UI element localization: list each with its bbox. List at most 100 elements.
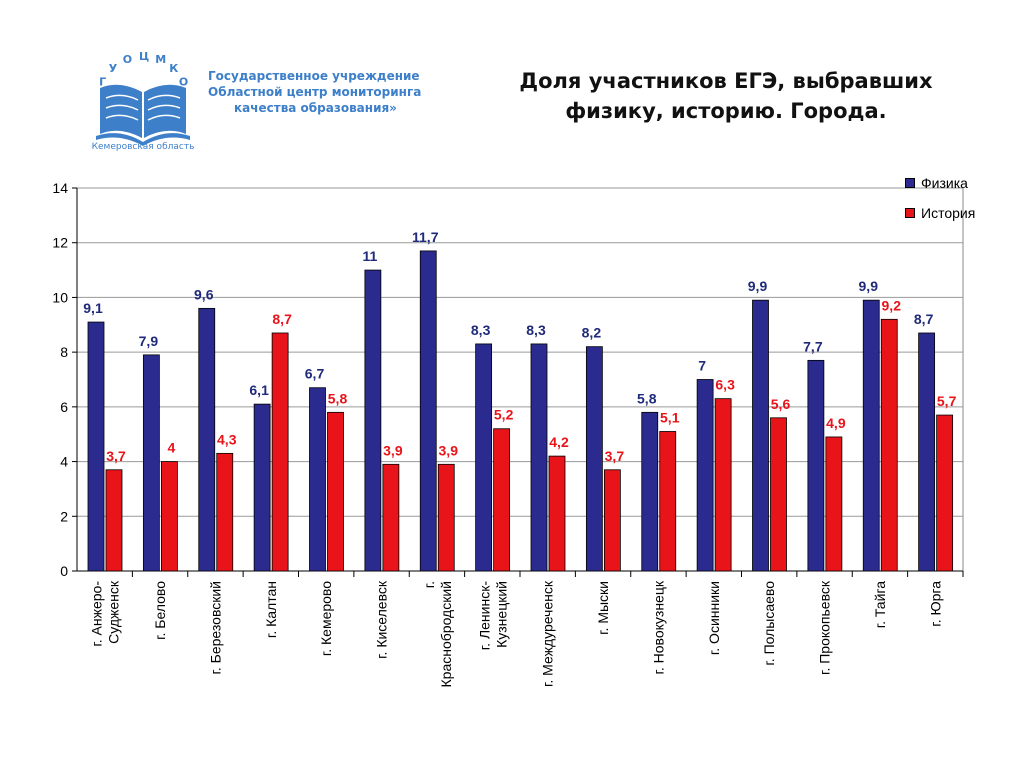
data-label-physics: 9,1 [83, 300, 103, 316]
bar-physics [862, 299, 880, 572]
x-tick-label-line: г. [421, 581, 437, 588]
data-label-history: 8,7 [272, 311, 292, 327]
x-tick-label-line: г. Анжеро- [89, 581, 105, 647]
legend-label-physics: Физика [921, 175, 968, 191]
x-tick-label-line: Краснобродский [438, 581, 454, 687]
x-tick-label-line: Кузнецкий [493, 581, 509, 648]
bar-history [880, 318, 898, 572]
bar-physics [364, 269, 382, 572]
x-tick-label: г. Юрга [927, 581, 943, 627]
bar-physics [585, 346, 603, 572]
logo-letter: К [169, 62, 178, 75]
x-tick-label: г. Белово [152, 581, 168, 640]
bar-history [603, 469, 621, 572]
logo-letter: Ц [139, 50, 149, 63]
logo: ГУО Ц МКО [88, 40, 198, 158]
bar-physics [696, 379, 714, 572]
x-tick-label-line: г. Березовский [207, 581, 223, 675]
y-tick-label: 0 [60, 563, 68, 579]
bar-physics [752, 299, 769, 572]
data-label-history: 3,9 [383, 442, 403, 458]
bar-history [825, 436, 843, 572]
x-tick-label: г. Междуреченск [540, 580, 556, 687]
legend: Физика История [905, 172, 975, 232]
data-label-history: 5,8 [328, 390, 348, 406]
bar-physics [807, 359, 825, 572]
legend-swatch-history [905, 208, 915, 218]
title-line: физику, историю. Города. [565, 99, 887, 123]
x-tick-label-line: г. Новокузнецк [650, 580, 666, 674]
x-tick-label: г. Полысаево [761, 581, 777, 666]
x-tick-label-line: г. Мыски [595, 581, 611, 635]
legend-item-history: История [905, 202, 975, 224]
data-label-history: 4,3 [217, 431, 237, 447]
bar-history [936, 414, 954, 572]
org-line: Государственное учреждение [208, 69, 420, 83]
x-tick-label: г. Анжеро-Судженск [89, 580, 122, 647]
x-tick-label-line: г. Ленинск- [476, 581, 492, 651]
x-tick-label-line: г. Полысаево [761, 581, 777, 666]
data-label-physics: 7,9 [139, 333, 159, 349]
data-label-history: 5,1 [660, 409, 680, 425]
x-tick-label-line: Судженск [106, 580, 122, 644]
data-label-history: 5,6 [771, 396, 791, 412]
data-label-physics: 6,7 [305, 366, 325, 382]
bar-physics [475, 343, 493, 572]
bar-history [327, 411, 344, 572]
data-label-physics: 8,7 [914, 311, 934, 327]
data-label-physics: 5,8 [637, 390, 657, 406]
book-logo-icon: ГУО Ц МКО [96, 50, 190, 146]
x-tick-label: г. Осинники [706, 581, 722, 655]
data-label-history: 9,2 [882, 297, 902, 313]
x-tick-label: г. Кемерово [318, 581, 334, 656]
x-tick-label-line: г. Киселевск [374, 580, 390, 659]
y-tick-label: 12 [52, 235, 68, 251]
data-label-physics: 8,2 [582, 325, 602, 341]
bar-history [548, 455, 566, 572]
data-label-history: 6,3 [715, 377, 735, 393]
bar-history [382, 463, 400, 572]
x-tick-label-line: г. Междуреченск [540, 580, 556, 687]
chart-title: Доля участников ЕГЭ, выбравших физику, и… [470, 66, 982, 126]
logo-letter: М [155, 53, 166, 66]
legend-item-physics: Физика [905, 172, 975, 194]
data-label-physics: 8,3 [526, 322, 546, 338]
bar-history [160, 461, 178, 572]
x-tick-label-line: г. Кемерово [318, 581, 334, 656]
y-tick-label: 8 [60, 344, 68, 360]
x-tick-label: г. Киселевск [374, 580, 390, 659]
bar-physics [198, 307, 216, 572]
bar-history [437, 463, 455, 572]
y-tick-label: 4 [60, 454, 68, 470]
data-label-history: 3,9 [439, 442, 459, 458]
legend-label-history: История [921, 205, 976, 221]
x-tick-label: г. Калтан [263, 581, 279, 638]
x-tick-label-line: г. Прокопьевск [817, 580, 833, 675]
x-tick-label-line: г. Тайга [872, 581, 888, 629]
bar-history [493, 428, 511, 572]
bar-history [271, 332, 289, 572]
x-tick-label-line: г. Белово [152, 581, 168, 640]
x-tick-label: г. Тайга [872, 581, 888, 629]
data-label-history: 3,7 [605, 448, 625, 464]
data-label-physics: 6,1 [249, 382, 269, 398]
logo-letter: О [123, 53, 132, 66]
data-label-physics: 7,7 [803, 338, 823, 354]
x-tick-label: г. Новокузнецк [650, 580, 666, 674]
data-label-history: 4,2 [549, 434, 569, 450]
x-tick-label: г. Мыски [595, 581, 611, 635]
y-tick-label: 2 [60, 508, 68, 524]
bar-history [770, 417, 787, 572]
bar-physics [309, 387, 326, 572]
data-label-history: 4,9 [826, 415, 846, 431]
x-tick-label: г. Прокопьевск [817, 580, 833, 675]
bar-physics [87, 321, 105, 572]
data-label-physics: 9,9 [859, 278, 879, 294]
bar-history [105, 469, 123, 572]
organization-name: Государственное учреждение Областной цен… [208, 68, 448, 116]
data-label-history: 3,7 [106, 448, 126, 464]
logo-text: ГУО Ц МКО [99, 50, 188, 88]
data-label-history: 5,7 [937, 393, 957, 409]
data-label-physics: 9,6 [194, 286, 214, 302]
data-label-physics: 7 [698, 358, 706, 374]
